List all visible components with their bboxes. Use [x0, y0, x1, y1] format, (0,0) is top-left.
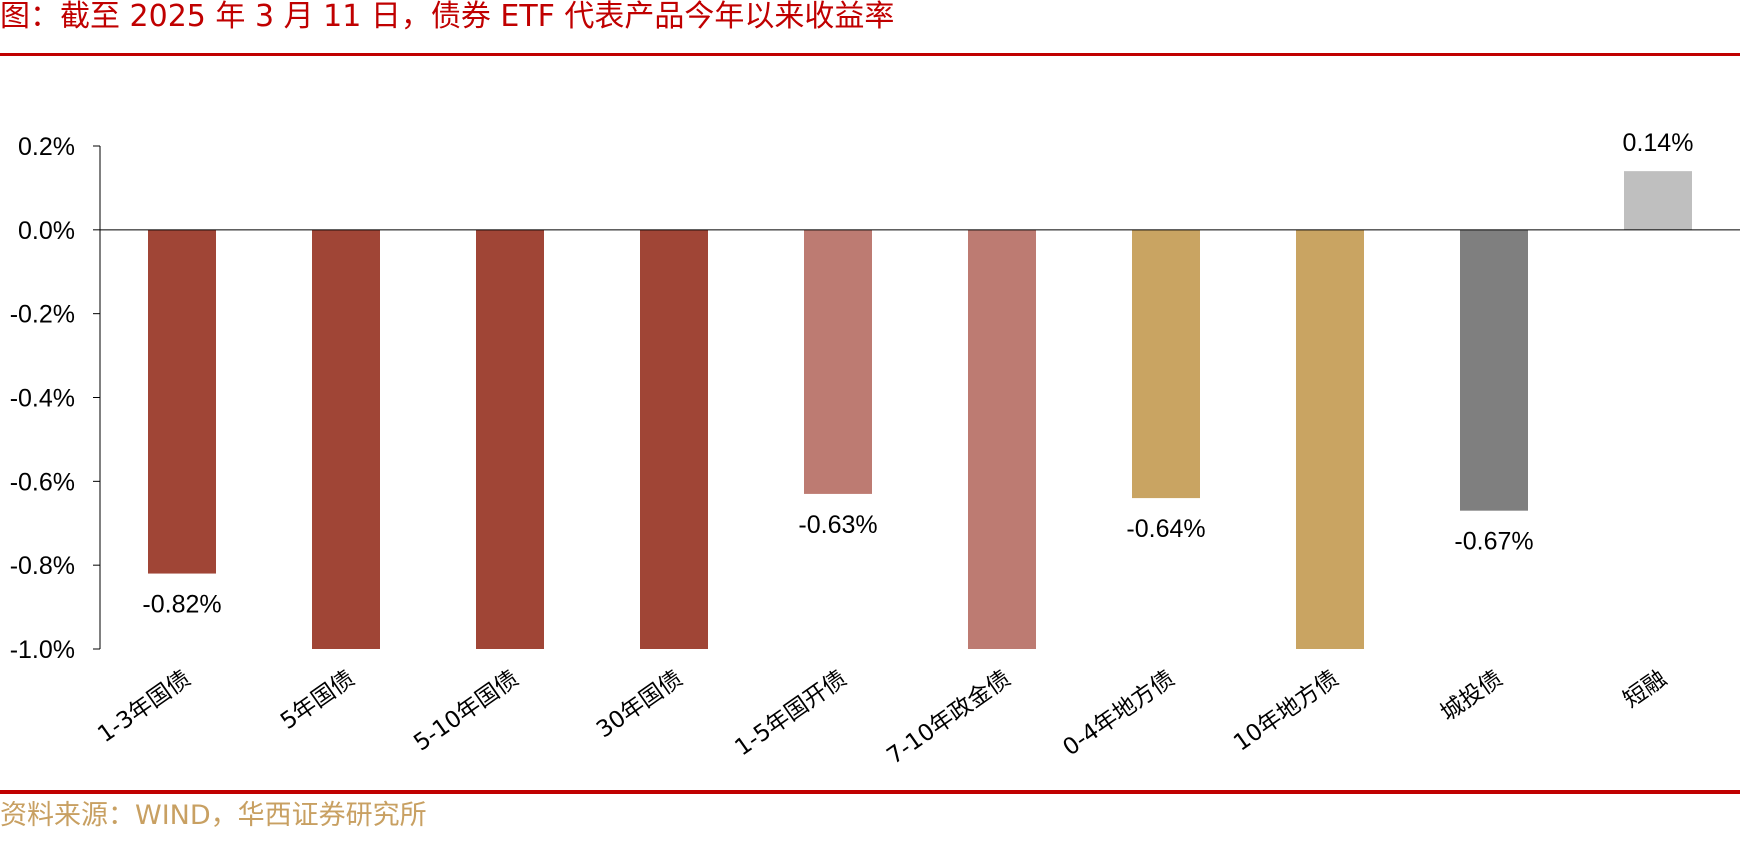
category-label-8: 10年地方债 — [1229, 666, 1343, 757]
bar-2 — [312, 229, 380, 650]
bar-3 — [476, 229, 544, 650]
category-label-1: 1-3年国债 — [93, 666, 195, 748]
category-label-5: 1-5年国开债 — [730, 666, 851, 762]
category-label-6: 7-10年政金债 — [882, 666, 1015, 770]
category-label-4: 30年国债 — [592, 666, 687, 744]
category-label-3: 5-10年国债 — [409, 666, 523, 757]
y-tick-label-6: -0.8% — [10, 552, 75, 580]
value-label-10: 0.14% — [1623, 129, 1694, 157]
bar-5 — [804, 229, 872, 494]
value-label-7: -0.64% — [1126, 515, 1205, 543]
bar-1 — [148, 229, 216, 574]
y-tick-label-7: -1.0% — [10, 636, 75, 664]
value-labels: -0.82% -0.63% -0.64% -0.67% 0.14% — [142, 129, 1693, 618]
bar-6 — [968, 229, 1036, 650]
y-axis: 0.2% 0.0% -0.2% -0.4% -0.6% -0.8% -1.0% — [10, 133, 100, 664]
bar-8 — [1296, 229, 1364, 650]
value-label-9: -0.67% — [1454, 528, 1533, 556]
value-label-5: -0.63% — [798, 511, 877, 539]
y-tick-label-4: -0.4% — [10, 385, 75, 413]
category-label-7: 0-4年地方债 — [1058, 666, 1179, 762]
bar-chart: 0.2% 0.0% -0.2% -0.4% -0.6% -0.8% -1.0% -0.82%… — [10, 129, 1740, 770]
y-tick-label-5: -0.6% — [10, 468, 75, 496]
bar-7 — [1132, 229, 1200, 499]
value-label-1: -0.82% — [142, 591, 221, 619]
bars-layer — [148, 171, 1692, 650]
x-axis: 1-3年国债 5年国债 5-10年国债 30年国债 1-5年国开债 7-10年政金债 0-4… — [93, 666, 1671, 770]
category-label-9: 城投债 — [1436, 666, 1507, 727]
y-tick-label-2: 0.0% — [18, 217, 75, 245]
y-tick-label-3: -0.2% — [10, 301, 75, 329]
category-label-10: 短融 — [1619, 666, 1672, 714]
bar-10 — [1624, 171, 1692, 230]
chart-title: 图：截至 2025 年 3 月 11 日，债券 ETF 代表产品今年以来收益率 — [0, 0, 895, 34]
bar-4 — [640, 229, 708, 650]
title-rule — [0, 53, 1740, 56]
source-note: 资料来源：WIND，华西证券研究所 — [0, 800, 427, 831]
category-label-2: 5年国债 — [276, 666, 359, 735]
bar-9 — [1460, 229, 1528, 511]
footer-rule — [0, 790, 1740, 794]
y-tick-label-1: 0.2% — [18, 133, 75, 161]
